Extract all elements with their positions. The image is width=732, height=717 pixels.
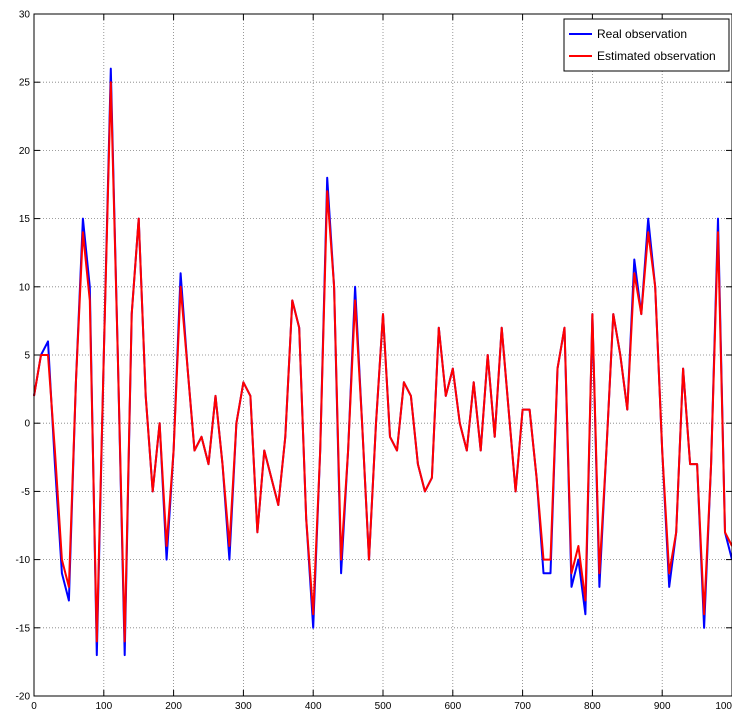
legend-label-1: Real observation bbox=[597, 27, 687, 41]
y-tick-label: -15 bbox=[16, 623, 31, 634]
x-tick-label: 100 bbox=[715, 701, 732, 712]
y-tick-label: 30 bbox=[19, 10, 31, 21]
y-tick-label: 0 bbox=[24, 419, 30, 430]
series-line-2 bbox=[33, 81, 732, 643]
x-tick-label: 500 bbox=[375, 701, 392, 712]
x-tick-label: 200 bbox=[165, 701, 182, 712]
x-tick-label: 800 bbox=[584, 701, 601, 712]
y-tick-label: 10 bbox=[19, 282, 31, 293]
y-tick-label: 25 bbox=[19, 78, 31, 89]
x-tick-label: 700 bbox=[514, 701, 531, 712]
x-tick-label: 100 bbox=[95, 701, 112, 712]
y-tick-label: -5 bbox=[21, 487, 30, 498]
x-tick-label: 600 bbox=[444, 701, 461, 712]
x-tick-label: 900 bbox=[654, 701, 671, 712]
grid-lines bbox=[34, 14, 732, 696]
series-layer bbox=[33, 67, 732, 657]
y-tick-label: 5 bbox=[24, 351, 30, 362]
axis-ticks: 0 100 200 300 400 500 600 700 800 900 100-20-15-10… bbox=[16, 10, 732, 712]
y-tick-label: -10 bbox=[16, 555, 31, 566]
legend[interactable]: Real observation Estimated observation bbox=[563, 18, 730, 72]
y-tick-label: 15 bbox=[19, 214, 31, 225]
y-tick-label: 20 bbox=[19, 146, 31, 157]
y-tick-label: -20 bbox=[16, 692, 31, 703]
legend-label-2: Estimated observation bbox=[597, 49, 716, 63]
x-tick-label: 300 bbox=[235, 701, 252, 712]
legend-box bbox=[563, 18, 730, 72]
x-tick-label: 0 bbox=[31, 701, 37, 712]
x-tick-label: 400 bbox=[305, 701, 322, 712]
